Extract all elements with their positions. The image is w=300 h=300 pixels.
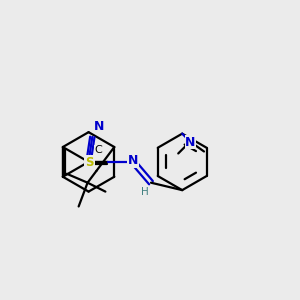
Text: C: C [94, 145, 102, 155]
Text: H: H [141, 187, 149, 197]
Text: S: S [85, 156, 94, 170]
Text: N: N [185, 136, 196, 148]
Text: N: N [128, 154, 138, 167]
Text: N: N [94, 120, 105, 133]
